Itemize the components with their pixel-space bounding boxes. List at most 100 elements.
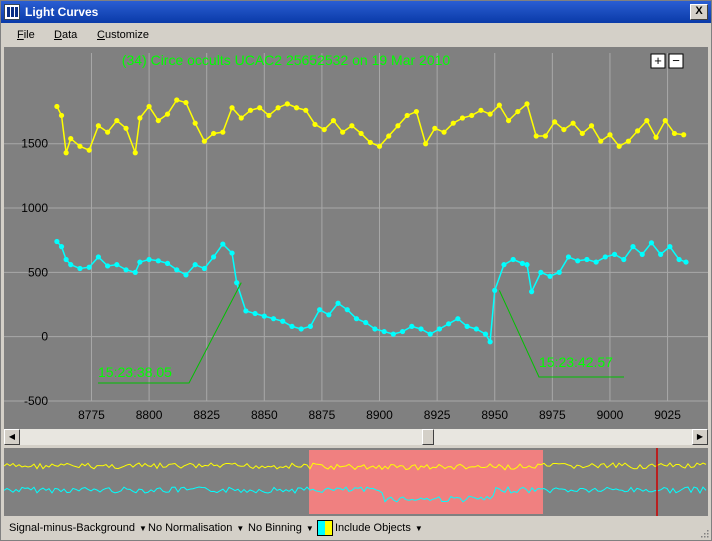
data-point [353,316,360,322]
menu-file-mnemonic: F [17,29,24,41]
x-tick-label: 8975 [539,408,566,422]
chevron-down-icon: ▼ [138,524,147,533]
title-bar[interactable]: Light Curves X [1,1,711,23]
data-point [496,102,502,108]
menu-customize[interactable]: Customize [97,29,149,41]
close-button[interactable]: X [690,4,708,20]
binning-dropdown[interactable]: No Binning ▼ [248,522,314,534]
scroll-right-button[interactable]: ▶ [692,429,708,445]
data-point [658,251,664,257]
menu-bar: File Data Customize [1,24,711,46]
data-point [86,264,92,270]
data-point [556,269,562,275]
normalisation-dropdown[interactable]: No Normalisation ▼ [148,522,244,534]
data-point [639,251,645,257]
scroll-left-button[interactable]: ◀ [4,429,20,445]
data-point [653,134,659,140]
x-tick-label: 8950 [481,408,508,422]
series-layer [54,97,689,345]
data-point [381,328,387,335]
menu-file[interactable]: File [17,29,35,41]
data-point [192,120,198,126]
data-point [533,133,539,139]
menu-data-label: ata [61,29,78,41]
menu-data-mnemonic: D [54,29,62,41]
display-mode-dropdown[interactable]: Signal-minus-Background ▼ [9,522,147,534]
data-point [137,259,143,265]
annotation-leader [98,282,242,384]
light-curve-chart[interactable]: 8775 8800 8825 8850 8875 8900 8925 8950 8975 9000… [4,47,708,429]
data-point [58,112,65,119]
display-mode-label: Signal-minus-Background [9,522,135,534]
light-curve-svg[interactable]: 8775 8800 8825 8850 8875 8900 8925 8950 8975 9000… [4,47,708,429]
data-point [344,307,350,313]
data-point [505,117,512,124]
data-point [542,133,549,139]
zoom-in-button[interactable]: + [650,53,666,69]
data-point [524,101,530,107]
data-point [247,107,254,113]
data-point [588,123,595,129]
data-point [487,111,493,117]
data-point [183,272,189,278]
data-point [257,105,263,111]
include-objects-dropdown[interactable]: Include Objects ▼ [335,522,423,534]
x-tick-label: 9000 [597,408,624,422]
data-point [330,117,337,124]
data-point [234,280,240,286]
annotation-leader [498,290,624,378]
data-point [58,244,65,250]
data-point [238,115,244,121]
data-point [464,323,470,329]
data-point [164,260,171,266]
overview-series-1 [3,462,707,471]
menu-customize-mnemonic: C [97,29,105,41]
binning-label: No Binning [248,522,302,534]
annotation-label: 15:23:38.05 [98,364,172,380]
data-point [519,260,525,266]
x-tick-label: 8825 [193,408,220,422]
data-point [510,256,516,263]
data-point [105,263,111,269]
scroll-thumb[interactable] [422,429,434,445]
x-tick-label: 8800 [136,408,163,422]
zoom-in-label: + [654,53,662,68]
menu-data[interactable]: Data [54,29,77,41]
resize-grip-icon[interactable] [699,528,709,538]
data-point [552,119,558,125]
data-point [95,123,101,129]
y-tick-label: 0 [41,330,48,344]
data-point [211,254,217,260]
data-point [395,123,401,129]
data-point [570,120,576,126]
tick-layer: 8775 8800 8825 8850 8875 8900 8925 8950 8975 9000… [21,137,681,422]
data-point [201,265,207,272]
data-point [77,265,83,272]
zoom-out-button[interactable]: − [668,53,684,69]
overview-svg[interactable] [3,448,708,516]
horizontal-scrollbar[interactable]: ◀ ▶ [4,429,708,445]
data-point [561,126,567,133]
data-point [63,256,69,263]
data-point [372,326,378,332]
data-point [515,108,521,115]
data-point [538,269,544,275]
data-point [54,103,60,110]
data-point [303,107,309,113]
data-point [280,318,286,324]
overview-panel[interactable] [3,448,708,516]
data-point [252,310,258,317]
data-point [376,143,383,149]
include-objects-label: Include Objects [335,522,411,534]
data-point [413,108,419,115]
data-point [409,323,415,329]
data-point [478,107,484,113]
data-point [547,273,553,279]
series-1 [54,97,687,156]
data-point [321,126,327,133]
data-point [183,99,189,106]
overview-selection[interactable] [309,450,543,514]
data-point [683,259,689,265]
data-point [211,130,217,137]
